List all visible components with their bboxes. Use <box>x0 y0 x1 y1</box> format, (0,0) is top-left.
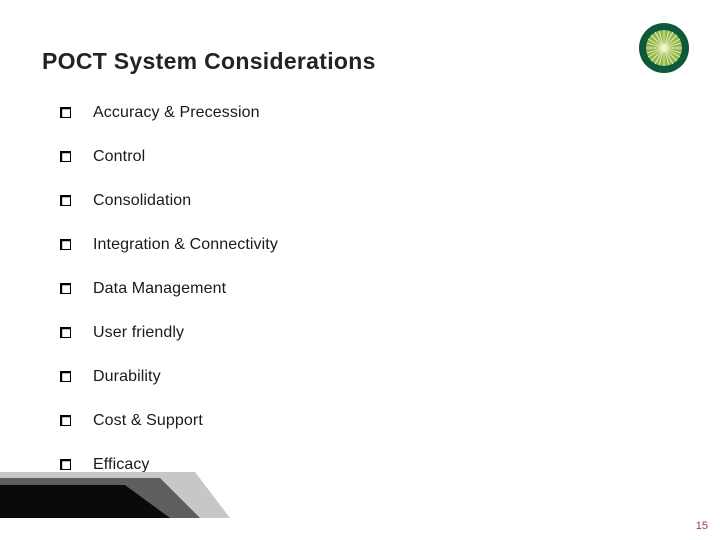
list-item: Accuracy & Precession <box>60 104 620 122</box>
list-item: User friendly <box>60 324 620 342</box>
list-item: Data Management <box>60 280 620 298</box>
bullet-text: Consolidation <box>93 192 191 210</box>
bullet-text: Data Management <box>93 280 226 298</box>
organization-logo <box>638 22 690 74</box>
list-item: Integration & Connectivity <box>60 236 620 254</box>
list-item: Control <box>60 148 620 166</box>
list-item: Durability <box>60 368 620 386</box>
checkbox-bullet-icon <box>60 195 71 206</box>
list-item: Efficacy <box>60 456 620 474</box>
bullet-list: Accuracy & Precession Control Consolidatio… <box>60 104 620 500</box>
bullet-text: Integration & Connectivity <box>93 236 278 254</box>
slide-title: POCT System Considerations <box>42 48 376 75</box>
checkbox-bullet-icon <box>60 459 71 470</box>
bullet-text: User friendly <box>93 324 184 342</box>
list-item: Consolidation <box>60 192 620 210</box>
page-number: 15 <box>696 520 708 532</box>
bullet-text: Accuracy & Precession <box>93 104 260 122</box>
bullet-text: Efficacy <box>93 456 150 474</box>
checkbox-bullet-icon <box>60 283 71 294</box>
bullet-text: Cost & Support <box>93 412 203 430</box>
list-item: Cost & Support <box>60 412 620 430</box>
checkbox-bullet-icon <box>60 151 71 162</box>
checkbox-bullet-icon <box>60 107 71 118</box>
checkbox-bullet-icon <box>60 415 71 426</box>
bullet-text: Durability <box>93 368 161 386</box>
checkbox-bullet-icon <box>60 239 71 250</box>
checkbox-bullet-icon <box>60 327 71 338</box>
checkbox-bullet-icon <box>60 371 71 382</box>
bullet-text: Control <box>93 148 145 166</box>
